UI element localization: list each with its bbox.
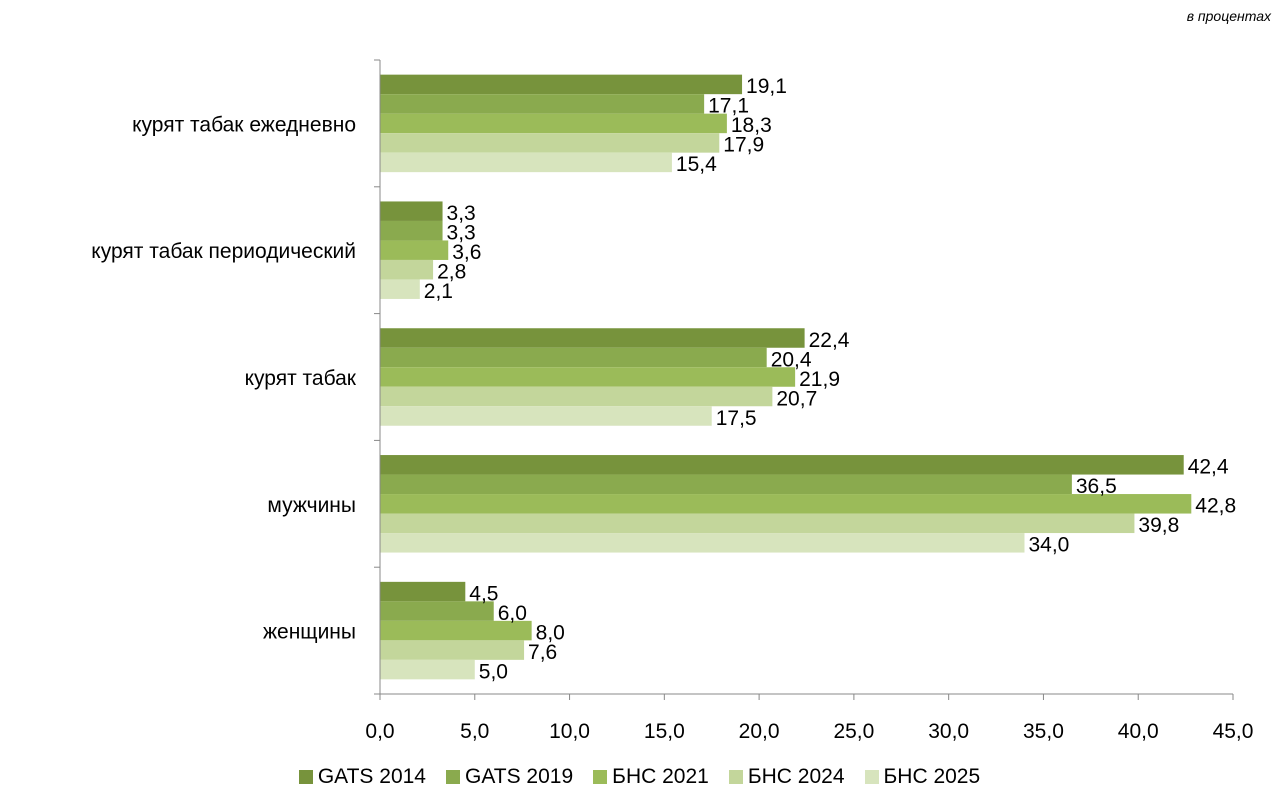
bar-0-0 xyxy=(380,74,743,95)
x-tick-label: 5,0 xyxy=(460,720,489,743)
bar-0-2 xyxy=(380,113,727,134)
bar-1-0 xyxy=(380,201,443,221)
data-label-2-4: 17,5 xyxy=(716,407,757,430)
bar-4-4 xyxy=(380,659,475,680)
unit-note: в процентах xyxy=(1186,8,1271,24)
data-label-1-1: 3,3 xyxy=(447,221,476,244)
data-label-2-0: 22,4 xyxy=(809,329,850,352)
x-tick-label: 45,0 xyxy=(1213,720,1254,743)
data-label-3-0: 42,4 xyxy=(1188,456,1229,479)
data-label-0-1: 17,1 xyxy=(708,95,749,118)
legend-swatch xyxy=(445,770,460,784)
bar-1-1 xyxy=(380,220,443,241)
bar-3-0 xyxy=(380,455,1184,475)
data-label-4-1: 6,0 xyxy=(498,602,527,625)
legend-swatch xyxy=(728,770,743,784)
data-label-3-3: 39,8 xyxy=(1138,514,1179,537)
legend-item: БНС 2025 xyxy=(864,765,981,789)
category-label: курят табак периодический xyxy=(91,240,356,263)
legend-label: GATS 2014 xyxy=(317,765,426,788)
legend-label: БНС 2025 xyxy=(883,765,981,788)
bar-1-2 xyxy=(380,240,449,260)
data-label-4-2: 8,0 xyxy=(536,621,565,644)
data-label-2-1: 20,4 xyxy=(771,348,812,371)
bar-chart: 19,1 3,3 22,4 42,4 4,5 17,1 3,3 20,4 36,5 6,0 18,3… xyxy=(91,59,1254,743)
x-tick-label: 20,0 xyxy=(739,720,780,743)
data-label-0-3: 17,9 xyxy=(723,134,764,157)
data-label-2-2: 21,9 xyxy=(799,368,840,391)
bar-2-0 xyxy=(380,328,805,348)
bar-0-1 xyxy=(380,94,705,114)
data-label-0-2: 18,3 xyxy=(731,114,772,137)
bar-4-1 xyxy=(380,601,494,621)
data-label-1-2: 3,6 xyxy=(452,241,481,264)
bar-2-4 xyxy=(380,406,712,426)
data-label-1-3: 2,8 xyxy=(437,260,466,283)
legend-label: GATS 2019 xyxy=(464,765,574,788)
legend-label: БНС 2024 xyxy=(747,765,845,788)
bar-3-1 xyxy=(380,474,1072,495)
data-label-4-3: 7,6 xyxy=(528,641,557,664)
category-label: женщины xyxy=(263,621,356,644)
x-tick-label: 15,0 xyxy=(644,720,685,743)
bar-4-0 xyxy=(380,581,466,602)
data-label-2-3: 20,7 xyxy=(776,387,817,410)
data-label-3-2: 42,8 xyxy=(1195,495,1236,518)
bar-4-3 xyxy=(380,640,525,660)
legend-swatch xyxy=(864,770,879,784)
data-label-3-4: 34,0 xyxy=(1028,534,1069,557)
bar-3-4 xyxy=(380,533,1025,553)
data-label-1-4: 2,1 xyxy=(424,280,453,303)
data-label-4-0: 4,5 xyxy=(469,582,498,605)
bar-4-2 xyxy=(380,620,532,641)
data-label-0-0: 19,1 xyxy=(746,75,787,98)
x-tick-label: 40,0 xyxy=(1118,720,1159,743)
bar-3-3 xyxy=(380,513,1135,534)
bar-1-3 xyxy=(380,259,434,280)
legend-label: БНС 2021 xyxy=(612,765,709,788)
legend-item: GATS 2014 xyxy=(298,765,426,789)
category-label: курят табак ежедневно xyxy=(132,113,356,136)
category-label: мужчины xyxy=(267,494,356,517)
data-label-3-1: 36,5 xyxy=(1076,475,1117,498)
x-tick-label: 30,0 xyxy=(928,720,969,743)
data-label-4-4: 5,0 xyxy=(479,660,508,683)
x-tick-label: 25,0 xyxy=(833,720,874,743)
bar-3-2 xyxy=(380,494,1192,514)
bar-2-1 xyxy=(380,347,767,368)
bar-0-4 xyxy=(380,152,672,173)
bar-2-3 xyxy=(380,386,773,407)
bar-0-3 xyxy=(380,133,720,153)
bar-1-4 xyxy=(380,279,420,299)
chart-legend: GATS 2014 GATS 2019 БНС 2021 БНС 2024 БНС 20… xyxy=(0,765,1279,789)
data-label-0-4: 15,4 xyxy=(676,153,717,176)
legend-item: GATS 2019 xyxy=(445,765,574,789)
data-label-1-0: 3,3 xyxy=(447,202,476,225)
legend-swatch xyxy=(298,770,313,784)
legend-swatch xyxy=(593,770,608,784)
x-tick-label: 0,0 xyxy=(365,720,394,743)
x-tick-label: 10,0 xyxy=(549,720,590,743)
category-label: курят табак xyxy=(245,367,357,390)
x-tick-label: 35,0 xyxy=(1023,720,1064,743)
bar-2-2 xyxy=(380,367,796,387)
legend-item: БНС 2024 xyxy=(728,765,845,789)
legend-item: БНС 2021 xyxy=(593,765,709,789)
